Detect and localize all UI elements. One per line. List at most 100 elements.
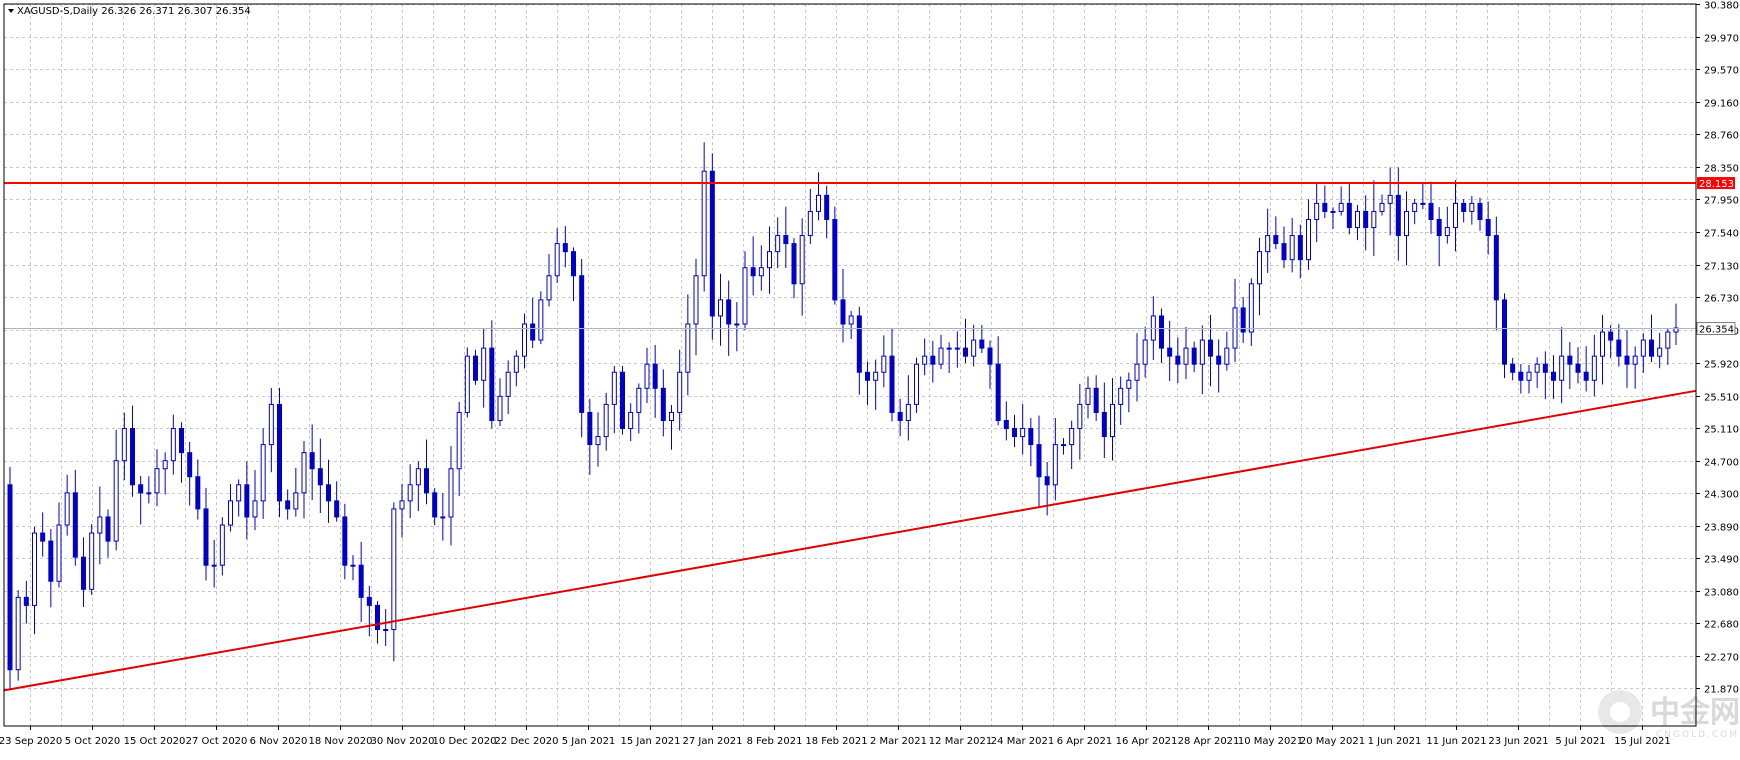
candle — [1551, 355, 1556, 399]
candle-body-down — [1216, 355, 1222, 365]
candle — [1355, 204, 1360, 241]
watermark-text: 中金网 — [1650, 695, 1740, 730]
candle-body-up — [260, 444, 266, 502]
candle — [1591, 334, 1597, 397]
candle-body-up — [1199, 339, 1205, 365]
candle-body-up — [1534, 363, 1540, 373]
candle — [268, 388, 274, 473]
candle — [636, 383, 642, 434]
candle-body-up — [1371, 210, 1377, 229]
candle — [791, 238, 797, 299]
x-tick-label: 6 Nov 2020 — [250, 736, 308, 747]
candle — [1583, 346, 1589, 392]
candle-body-down — [334, 500, 340, 518]
candle-body-up — [170, 428, 176, 462]
candle — [840, 268, 846, 343]
candle-body-down — [1191, 347, 1197, 365]
y-tick-label: 27.950 — [1704, 196, 1739, 207]
candle-body-down — [1395, 194, 1401, 237]
candle-body-up — [873, 371, 879, 381]
candle — [1600, 315, 1605, 385]
candle-body-down — [130, 428, 135, 486]
candle — [1559, 327, 1565, 404]
y-tick-label: 29.160 — [1704, 99, 1739, 110]
candle — [1126, 372, 1132, 413]
candle-body-up — [758, 267, 764, 277]
candle-body-up — [946, 347, 952, 350]
candle-body-up — [456, 411, 462, 470]
candle-body-up — [1355, 210, 1360, 229]
candle-body-down — [1477, 202, 1483, 220]
candle-body-down — [277, 403, 282, 502]
candle — [40, 512, 46, 557]
candle — [89, 524, 95, 595]
candle-body-up — [807, 210, 813, 237]
candle-body-down — [856, 315, 862, 373]
candle — [758, 245, 764, 291]
candle — [546, 254, 552, 307]
candle — [979, 325, 985, 354]
candle — [1289, 217, 1295, 273]
candle-body-up — [1657, 347, 1663, 357]
candle — [1257, 237, 1262, 316]
candle-body-down — [930, 355, 936, 365]
candle — [432, 488, 438, 526]
candle — [440, 493, 446, 541]
candle-body-up — [32, 532, 37, 606]
candle — [865, 361, 870, 406]
candle-body-up — [1126, 379, 1132, 389]
x-tick-label: 18 Nov 2020 — [308, 736, 372, 747]
candle-body-up — [121, 428, 127, 462]
candle-body-down — [195, 476, 201, 510]
candle — [121, 412, 127, 481]
candle — [1363, 195, 1369, 251]
candle — [154, 449, 160, 507]
candle — [1420, 182, 1426, 210]
candle-body-up — [64, 492, 70, 526]
candle — [538, 291, 544, 345]
candle — [897, 398, 903, 437]
y-tick-label: 26.730 — [1704, 294, 1739, 305]
x-tick-label: 10 May 2021 — [1238, 736, 1303, 747]
candle — [1632, 346, 1638, 389]
candle — [954, 331, 960, 368]
candle-body-up — [268, 403, 274, 446]
candle-body-down — [1346, 202, 1352, 229]
candle — [824, 185, 830, 239]
candle-body-up — [497, 395, 503, 421]
x-tick-label: 2 Mar 2021 — [870, 736, 927, 747]
candle-body-up — [905, 403, 911, 421]
candle-body-up — [1306, 218, 1311, 261]
candle — [375, 601, 380, 644]
candle — [1485, 201, 1491, 255]
candle — [530, 297, 536, 348]
candle — [1314, 182, 1320, 243]
candle-body-up — [677, 371, 683, 413]
candle — [1379, 194, 1385, 216]
candle-body-down — [1510, 363, 1516, 373]
candle — [7, 466, 13, 690]
candle-body-up — [219, 524, 225, 566]
candle-body-up — [1338, 202, 1344, 212]
candle-body-up — [1559, 355, 1565, 381]
candle — [1085, 376, 1091, 419]
candle-body-down — [179, 428, 184, 454]
candle — [799, 218, 805, 316]
candle — [1665, 328, 1671, 365]
candle — [652, 344, 658, 418]
candle — [424, 439, 429, 505]
candle — [211, 539, 217, 588]
candle-body-up — [734, 323, 740, 326]
candle — [1183, 326, 1189, 380]
candle-body-up — [146, 492, 152, 495]
candle — [1371, 180, 1377, 257]
candle-body-up — [767, 251, 772, 269]
candle-body-up — [636, 387, 642, 413]
candle — [628, 403, 634, 442]
candle — [481, 328, 487, 408]
candle-body-down — [244, 484, 250, 518]
candle — [456, 401, 462, 497]
candle-body-up — [1118, 387, 1124, 405]
candle — [938, 334, 944, 369]
y-tick-label: 22.270 — [1704, 653, 1739, 664]
